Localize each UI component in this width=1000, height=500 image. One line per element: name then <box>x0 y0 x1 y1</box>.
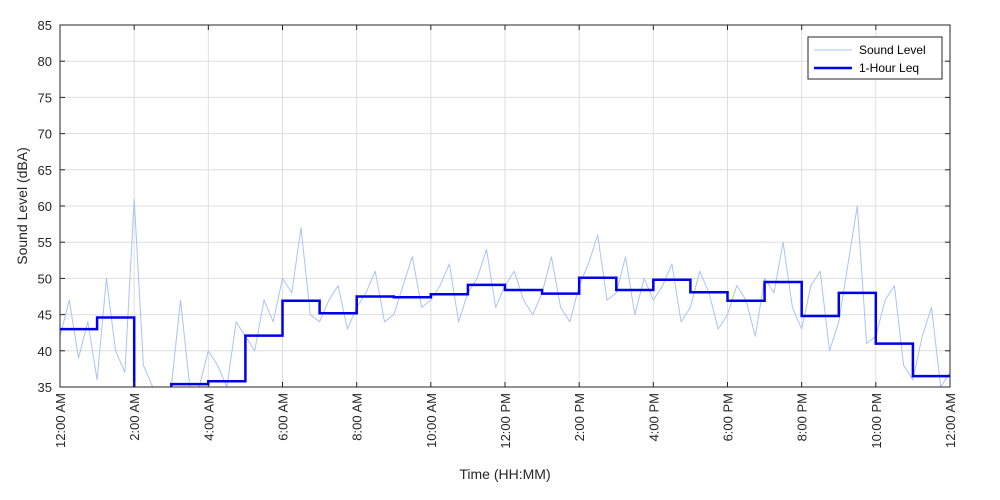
y-axis-ticks: 35 40 45 50 55 60 65 70 75 80 85 <box>38 18 950 395</box>
legend: Sound Level 1-Hour Leq <box>807 36 943 80</box>
x-tick-label: 2:00 AM <box>127 393 142 441</box>
y-tick-label: 45 <box>38 308 52 323</box>
legend-label-sound-level: Sound Level <box>859 43 926 57</box>
hourly-leq-line <box>60 276 950 387</box>
hourly-leq-series <box>60 276 950 387</box>
legend-box <box>807 36 943 80</box>
y-tick-label: 65 <box>38 163 52 178</box>
x-tick-label: 8:00 AM <box>350 393 365 441</box>
x-tick-label: 6:00 AM <box>276 393 291 441</box>
y-tick-label: 55 <box>38 235 52 250</box>
x-tick-label: 2:00 PM <box>572 393 587 441</box>
x-tick-label: 10:00 AM <box>424 393 439 448</box>
x-tick-label: 8:00 PM <box>795 393 810 441</box>
x-tick-label: 10:00 PM <box>869 393 884 449</box>
x-tick-label: 12:00 AM <box>943 393 958 448</box>
y-axis-title: Sound Level (dBA) <box>14 147 30 265</box>
y-tick-label: 40 <box>38 344 52 359</box>
x-tick-label: 6:00 PM <box>721 393 736 441</box>
y-tick-label: 75 <box>38 90 52 105</box>
y-tick-label: 50 <box>38 271 52 286</box>
y-tick-label: 70 <box>38 127 52 142</box>
x-tick-label: 12:00 PM <box>498 393 513 449</box>
x-axis-ticks: 12:00 AM 2:00 AM 4:00 AM 6:00 AM 8:00 AM 10:0… <box>53 25 958 449</box>
legend-label-hourly-leq: 1-Hour Leq <box>859 61 919 75</box>
x-tick-label: 12:00 AM <box>53 393 68 448</box>
y-tick-label: 80 <box>38 54 52 69</box>
x-tick-label: 4:00 PM <box>646 393 661 441</box>
y-tick-label: 35 <box>38 380 52 395</box>
y-tick-label: 60 <box>38 199 52 214</box>
x-axis-title: Time (HH:MM) <box>459 466 550 482</box>
y-tick-label: 85 <box>38 18 52 33</box>
x-tick-label: 4:00 AM <box>201 393 216 441</box>
